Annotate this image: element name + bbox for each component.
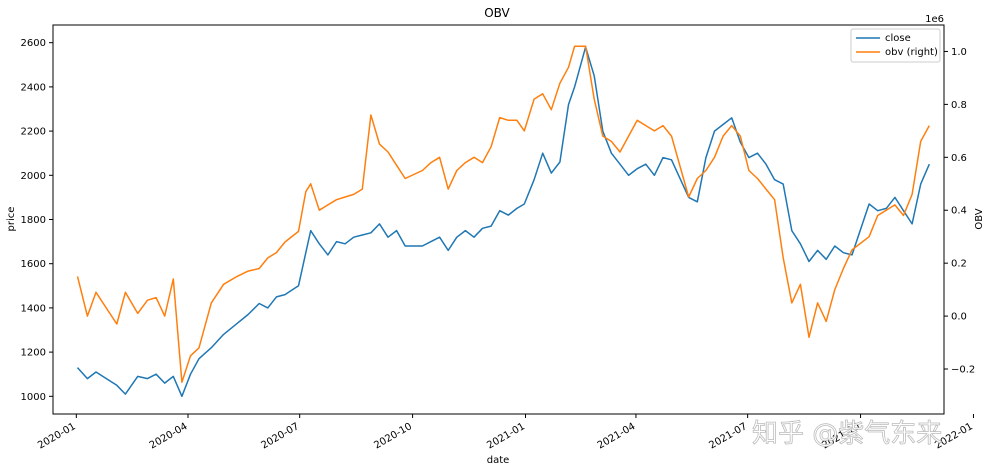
plot-frame: [52, 24, 945, 415]
y-tick-label: 1400: [21, 303, 46, 314]
y-tick-label: 1000: [21, 392, 46, 403]
legend: close obv (right): [850, 28, 941, 63]
legend-label-obv: obv (right): [885, 47, 938, 58]
series-layer: [76, 45, 930, 398]
x-tick-label: 2020-10: [372, 421, 414, 451]
y-axis-right: −0.2 0.0 0.2 0.4 0.6 0.8 1.0: [944, 47, 975, 376]
series-line-close: [76, 46, 930, 398]
x-axis-title: date: [487, 455, 510, 466]
x-tick-label: 2020-04: [148, 421, 190, 451]
y-right-tick-label: 0.6: [951, 153, 967, 164]
y-right-tick-label: 1.0: [951, 47, 967, 58]
x-tick-label: 2020-07: [259, 421, 301, 451]
y-tick-label: 2600: [21, 38, 46, 49]
chart-title: OBV: [484, 6, 510, 20]
y-tick-label: 2200: [21, 127, 46, 138]
y-tick-label: 1800: [21, 215, 46, 226]
y-tick-label: 1200: [21, 348, 46, 359]
y-axis-right-title: OBV: [974, 208, 985, 229]
y-tick-label: 2000: [21, 171, 46, 182]
x-tick-label: 2021-07: [707, 421, 749, 451]
y-right-tick-label: 0.2: [951, 259, 967, 270]
y-axis-title: price: [6, 207, 17, 232]
x-tick-label: 2021-01: [485, 421, 527, 451]
right-axis-multiplier: 1e6: [925, 14, 944, 25]
x-tick-label: 2020-01: [36, 421, 78, 451]
y-right-tick-label: 0.8: [951, 100, 967, 111]
y-tick-label: 1600: [21, 259, 46, 270]
y-right-tick-label: −0.2: [951, 365, 975, 376]
watermark: 知乎 @紫气东来: [752, 419, 942, 449]
y-axis-left: 1000 1200 1400 1600 1800 2000 2200 2400 2600: [21, 38, 53, 403]
series-line-obv: [76, 45, 930, 383]
x-tick-label: 2021-04: [596, 421, 638, 451]
legend-label-close: close: [885, 33, 911, 44]
y-right-tick-label: 0.4: [951, 206, 967, 217]
y-tick-label: 2400: [21, 82, 46, 93]
y-right-tick-label: 0.0: [951, 312, 967, 323]
